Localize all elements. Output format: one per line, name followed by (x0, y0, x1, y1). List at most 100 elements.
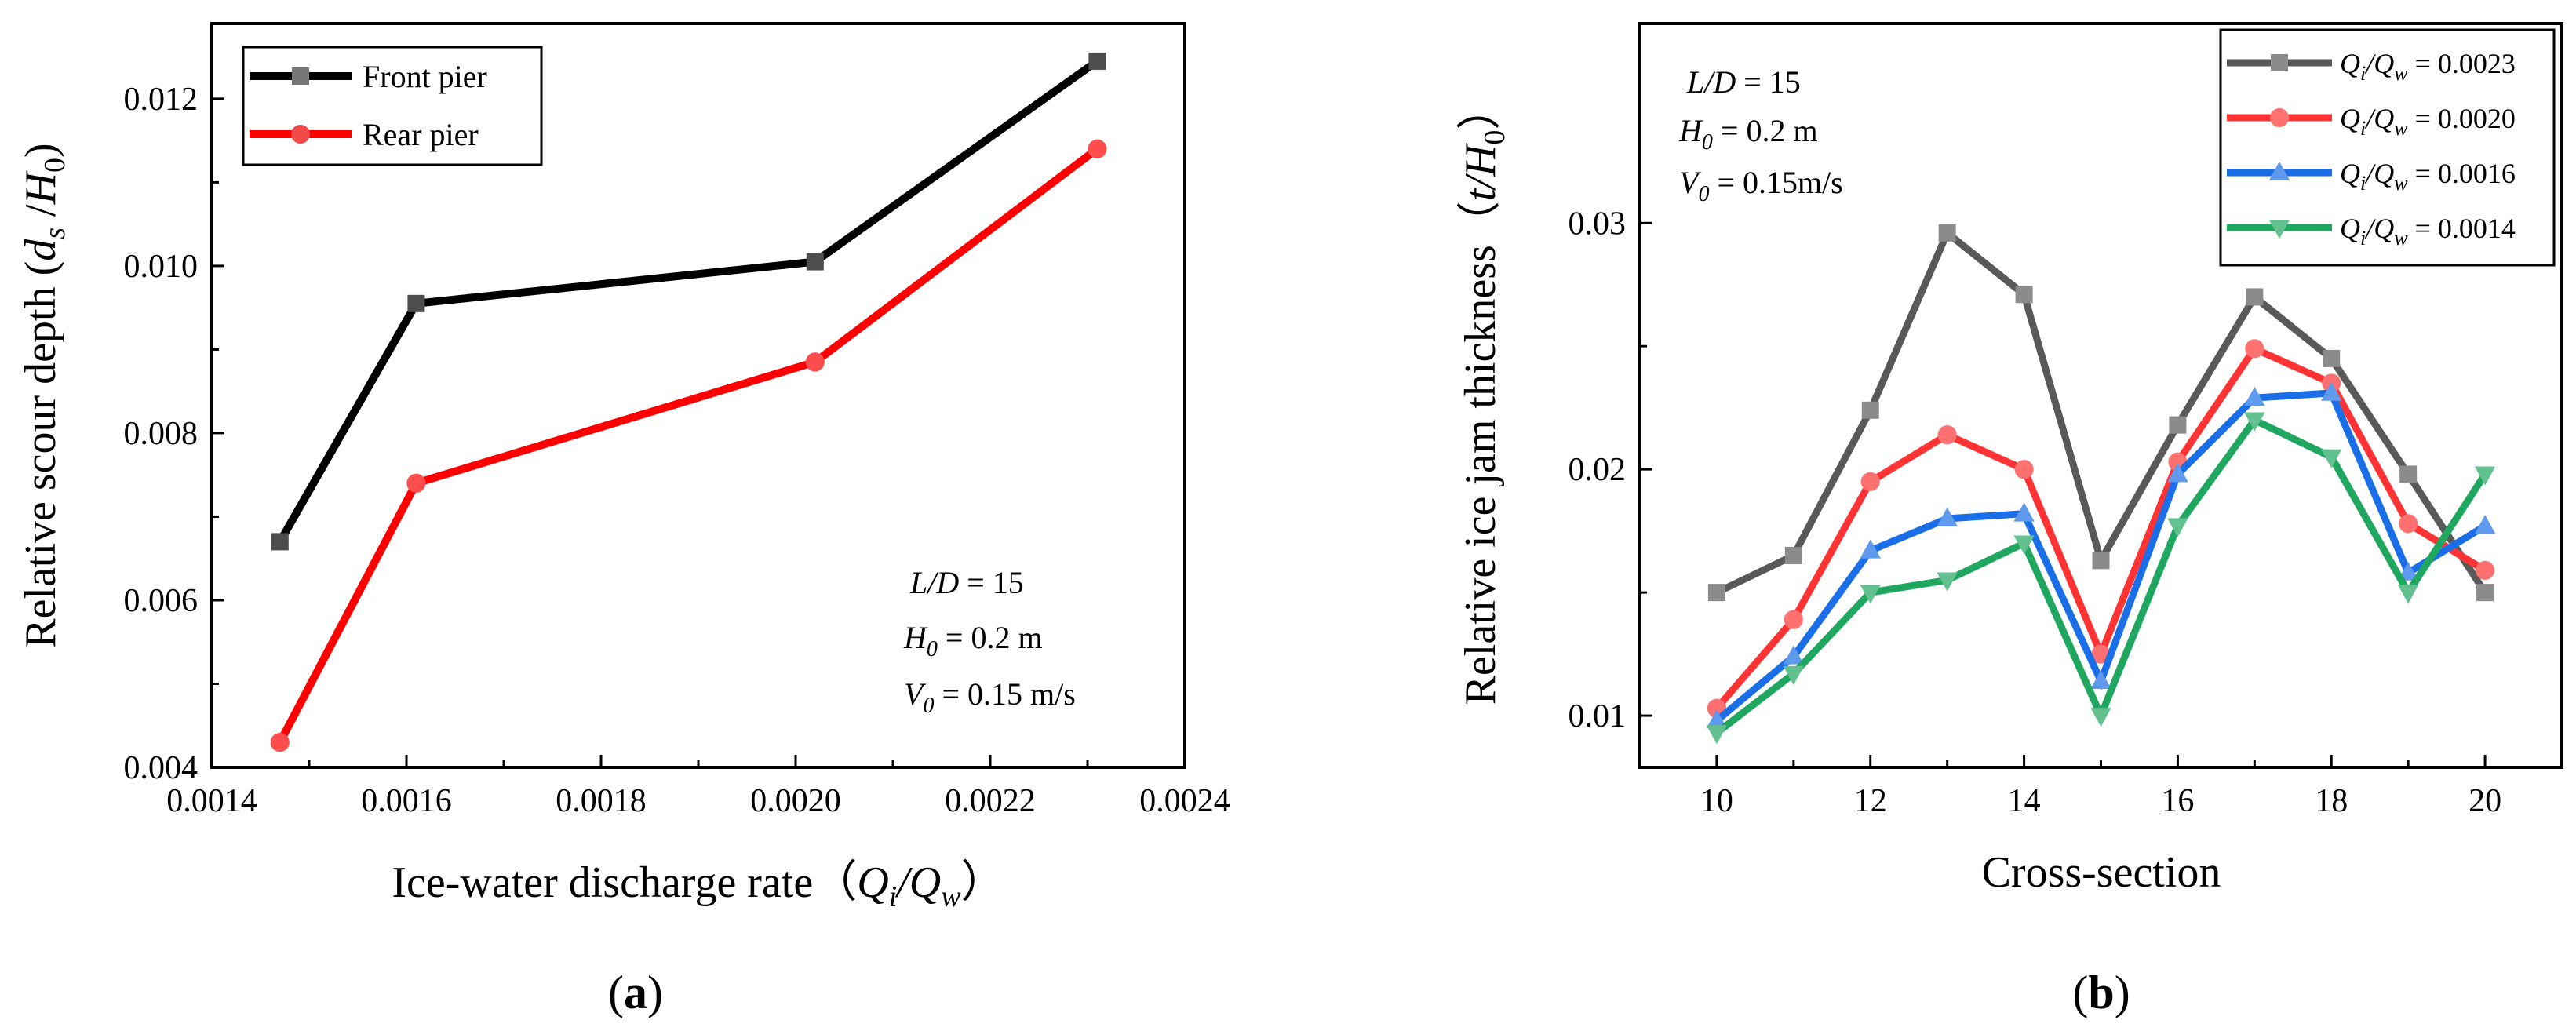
legend-entry-0.0014: Qi/Qw = 0.0014 (2227, 213, 2516, 250)
legend-label: Qi/Qw = 0.0020 (2340, 103, 2516, 140)
legend-marker (2271, 54, 2288, 71)
series-line (276, 57, 1100, 544)
data-point (1783, 665, 1805, 686)
x-tick-label: 0.0014 (166, 783, 257, 819)
data-point (2474, 466, 2496, 486)
panel-a-annotation-ld: L/D = 15 (909, 565, 1024, 600)
panel-b-y-ticks: 0.01 0.02 0.03 (1569, 206, 1652, 734)
panel-b-caption: (b) (2072, 967, 2130, 1018)
data-point (1706, 725, 1728, 745)
panel-a-series (270, 52, 1107, 752)
data-point (406, 473, 426, 493)
data-point (270, 732, 290, 752)
series-2 (270, 139, 1107, 752)
x-tick-label: 10 (1700, 783, 1733, 819)
legend-entry-0.0016: Qi/Qw = 0.0016 (2227, 158, 2516, 195)
panel-a-annotation-v0: V0 = 0.15 m/s (904, 676, 1076, 718)
data-point (1938, 224, 1956, 242)
x-tick-label: 14 (2008, 783, 2041, 819)
data-point (2397, 561, 2419, 581)
legend-rear-pier-marker (291, 125, 310, 144)
x-tick-label: 16 (2161, 783, 2194, 819)
data-point (1783, 645, 1805, 665)
series-1 (1707, 224, 2494, 602)
x-tick-label: 0.0016 (361, 783, 452, 819)
data-point (2167, 463, 2188, 483)
x-tick-label: 0.0024 (1139, 783, 1230, 819)
data-point (806, 253, 824, 271)
data-point (1937, 425, 1957, 445)
y-tick-label: 0.01 (1569, 698, 1627, 734)
data-point (2015, 286, 2033, 304)
data-point (2246, 288, 2264, 306)
panel-a-legend: Front pier Rear pier (242, 46, 543, 166)
data-point (1860, 539, 1881, 559)
data-point (805, 352, 825, 372)
y-tick-label: 0.010 (124, 249, 199, 285)
panel-a-annotation-h0: H0 = 0.2 m (903, 620, 1043, 661)
data-point (2321, 449, 2342, 468)
data-point (2092, 552, 2110, 570)
legend-marker (2268, 220, 2290, 239)
legend-rear-pier-label: Rear pier (363, 117, 479, 152)
data-point (1861, 401, 1879, 419)
x-tick-label: 18 (2315, 783, 2348, 819)
data-point (1860, 585, 1881, 604)
data-point (2475, 560, 2495, 580)
series-4 (1706, 412, 2496, 745)
legend-label: Qi/Qw = 0.0023 (2340, 48, 2516, 85)
panel-b-x-axis-label: Cross-section (1982, 848, 2221, 897)
panel-b-y-axis-label: Relative ice jam thickness（t/H0） (1456, 86, 1511, 705)
y-tick-label: 0.02 (1569, 452, 1627, 488)
data-point (1937, 572, 1958, 592)
data-point (271, 533, 289, 551)
y-tick-label: 0.03 (1569, 206, 1627, 242)
series-line (276, 145, 1100, 745)
series-3 (1706, 381, 2496, 729)
legend-front-pier-label: Front pier (363, 59, 487, 94)
panel-a-y-axis-label: Relative scour depth (ds /H0) (16, 143, 71, 647)
data-point (2244, 386, 2265, 406)
x-tick-label: 12 (1854, 783, 1887, 819)
legend-marker (2268, 161, 2290, 180)
data-point (2169, 416, 2187, 434)
data-point (2167, 518, 2188, 537)
data-point (1088, 139, 1107, 158)
data-point (1088, 52, 1106, 70)
data-point (2399, 465, 2418, 483)
data-point (2014, 460, 2034, 479)
panel-a-legend-box (242, 46, 543, 166)
x-tick-label: 0.0018 (556, 783, 647, 819)
panel-a-chart: 0.0014 0.0016 0.0018 0.0020 0.0022 0.0024 0.0… (16, 22, 1230, 1018)
panel-a-y-ticks: 0.004 0.006 0.008 0.010 0.012 (124, 82, 224, 786)
x-tick-label: 0.0022 (945, 783, 1036, 819)
data-point (1784, 547, 1802, 565)
data-point (1706, 709, 1728, 729)
y-tick-label: 0.012 (124, 82, 199, 118)
data-point (1707, 584, 1725, 602)
panel-b-annotation-v0: V0 = 0.15m/s (1679, 165, 1843, 206)
panel-b-legend: Qi/Qw = 0.0023 Qi/Qw = 0.0020 Qi/Qw = 0.00… (2219, 28, 2556, 267)
panel-a-x-axis-label: Ice-water discharge rate（Qi/Qw） (392, 858, 1004, 913)
data-point (2474, 515, 2496, 534)
x-tick-label: 20 (2469, 783, 2501, 819)
panel-a-x-ticks: 0.0014 0.0016 0.0018 0.0020 0.0022 0.0024 (166, 755, 1230, 819)
data-point (2323, 349, 2341, 367)
data-point (1784, 610, 1803, 629)
data-point (2476, 584, 2494, 602)
series-1 (271, 52, 1106, 551)
panel-b-annotation-h0: H0 = 0.2 m (1678, 113, 1818, 155)
data-point (2321, 381, 2342, 401)
legend-label: Qi/Qw = 0.0014 (2340, 213, 2516, 250)
data-point (2245, 339, 2264, 359)
data-point (2013, 535, 2035, 555)
data-point (2090, 708, 2111, 727)
data-point (407, 294, 425, 312)
panel-a-caption: (a) (608, 967, 663, 1018)
data-point (2244, 412, 2265, 432)
panel-b-chart: 10 12 14 16 18 20 0.01 0.02 0.03 L/D = 15 H0 = … (1456, 22, 2563, 1018)
y-tick-label: 0.004 (124, 750, 199, 786)
x-tick-label: 0.0020 (750, 783, 841, 819)
data-point (2090, 669, 2111, 690)
